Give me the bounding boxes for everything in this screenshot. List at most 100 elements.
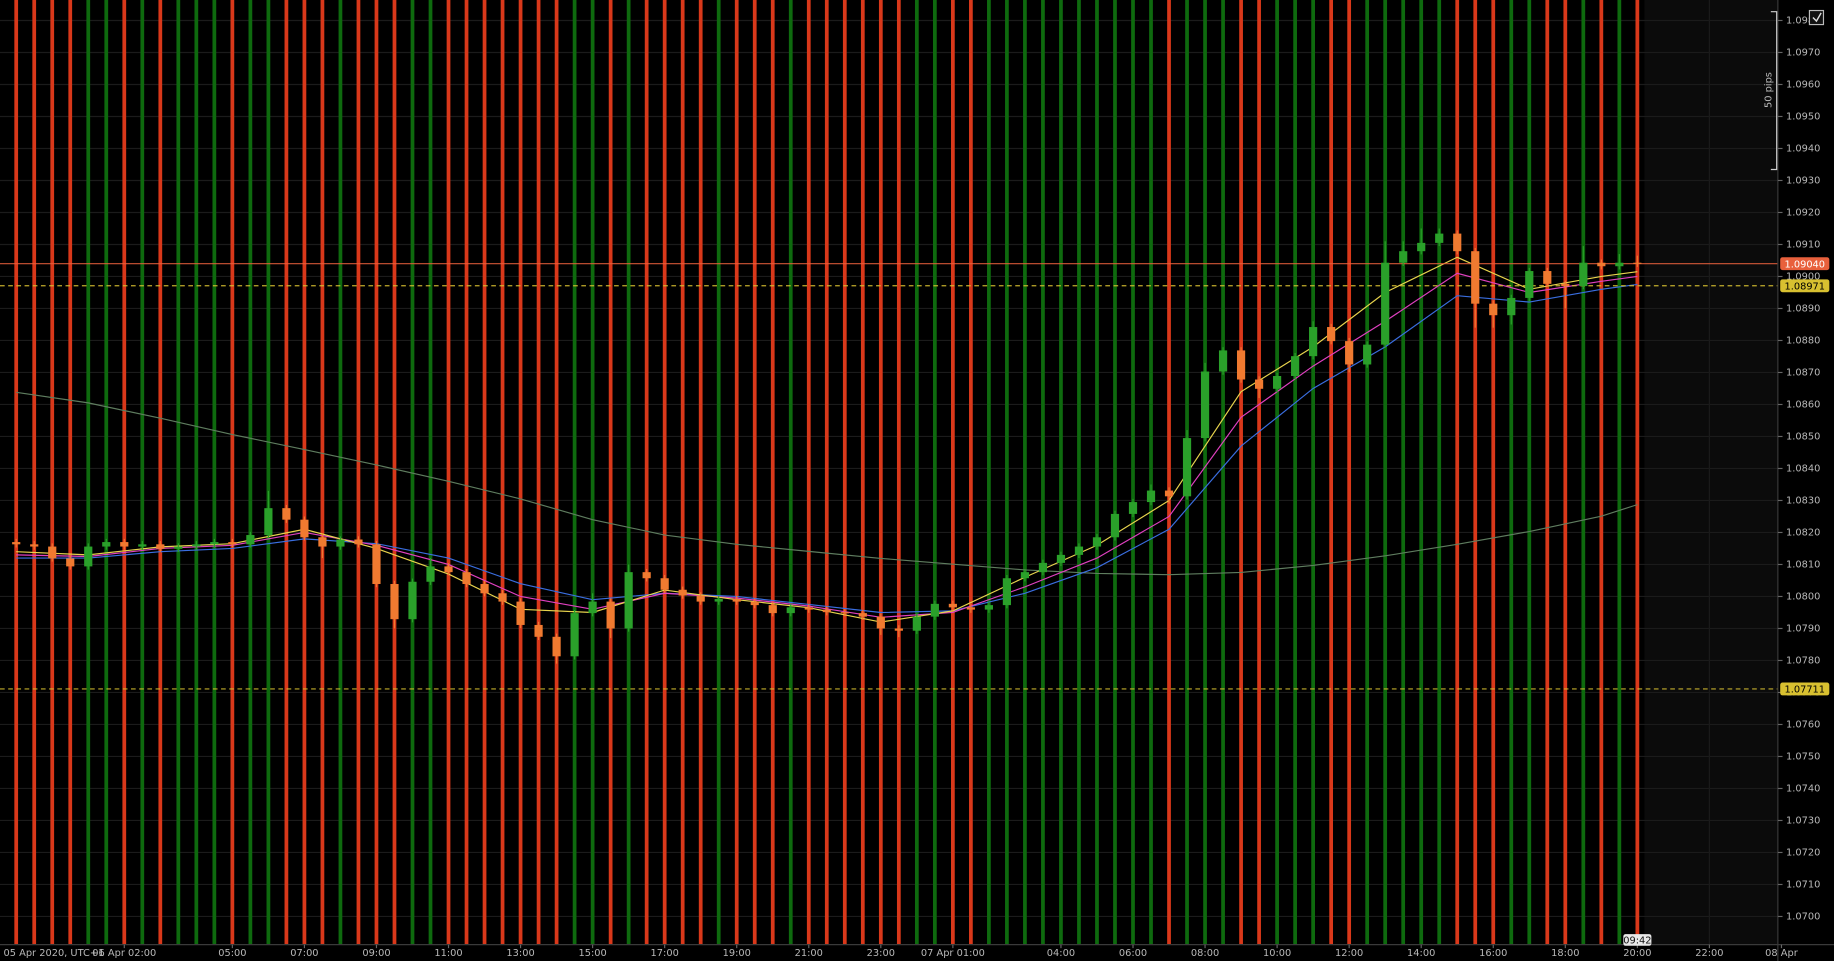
y-tick-label: 1.0960 xyxy=(1786,79,1820,90)
pips-scale-label: 50 pips xyxy=(1763,72,1774,108)
candle-body xyxy=(732,599,741,602)
candle-body xyxy=(1146,490,1156,503)
candle-body xyxy=(1471,251,1480,304)
candle-body xyxy=(102,542,111,547)
price-label: 1.09040 xyxy=(1784,259,1825,270)
candle-body xyxy=(1200,371,1210,439)
candle-body xyxy=(1074,546,1084,555)
x-tick-label: 06 Apr 02:00 xyxy=(92,948,156,959)
price-label-box xyxy=(1780,257,1830,271)
candle-body xyxy=(1236,350,1246,380)
candle-body xyxy=(174,546,183,549)
candle-body xyxy=(1453,233,1462,252)
countdown-box xyxy=(1623,934,1652,946)
x-tick-label: 10:00 xyxy=(1263,948,1291,959)
candle-body xyxy=(1002,578,1012,606)
y-tick-label: 1.0890 xyxy=(1786,303,1820,314)
candle-body xyxy=(1273,375,1282,389)
settings-icon[interactable] xyxy=(1812,12,1822,23)
candle-body xyxy=(696,595,705,602)
candle-body xyxy=(1291,356,1300,376)
candle-body xyxy=(516,601,525,625)
x-tick-label: 21:00 xyxy=(795,948,823,959)
future-area xyxy=(1644,0,1778,945)
price-label: 1.08971 xyxy=(1784,281,1825,292)
y-tick-label: 1.0710 xyxy=(1786,879,1820,890)
x-tick-label: 17:00 xyxy=(651,948,679,959)
x-tick-label: 07:00 xyxy=(290,948,318,959)
candle-body xyxy=(480,583,489,594)
y-tick-label: 1.0860 xyxy=(1786,399,1820,410)
x-tick-label: 12:00 xyxy=(1335,948,1363,959)
candle-body xyxy=(1309,327,1318,357)
candle-body xyxy=(1579,262,1588,287)
x-tick-label: 05:00 xyxy=(218,948,246,959)
y-tick-label: 1.0910 xyxy=(1786,239,1820,250)
candle-body xyxy=(1164,490,1174,497)
y-tick-label: 1.0810 xyxy=(1786,559,1820,570)
x-tick-label: 09:00 xyxy=(362,948,390,959)
candle-body xyxy=(1218,350,1228,372)
candle-body xyxy=(48,546,57,559)
y-tick-label: 1.0950 xyxy=(1786,111,1820,122)
candle-body xyxy=(534,624,543,637)
candle-body xyxy=(1615,262,1624,267)
x-tick-label: 06:00 xyxy=(1119,948,1147,959)
y-tick-label: 1.0760 xyxy=(1786,719,1820,730)
candle-body xyxy=(1254,379,1264,389)
y-tick-label: 1.0720 xyxy=(1786,847,1820,858)
candle-body xyxy=(192,544,201,547)
candle-body xyxy=(246,535,255,545)
candle-body xyxy=(588,601,597,614)
candle-body xyxy=(1417,242,1426,252)
x-tick-label: 15:00 xyxy=(578,948,606,959)
candle-body xyxy=(930,603,939,617)
candle-body xyxy=(318,537,327,547)
candle-body xyxy=(786,607,795,614)
candle-body xyxy=(336,539,345,547)
y-tick-label: 1.0740 xyxy=(1786,783,1820,794)
y-tick-label: 1.0840 xyxy=(1786,463,1820,474)
candle-body xyxy=(1597,262,1606,267)
moving-average-line xyxy=(16,391,1638,576)
background-layer xyxy=(1644,0,1778,945)
candle-body xyxy=(1507,297,1516,316)
y-tick-label: 1.0980 xyxy=(1786,15,1820,26)
candle-body xyxy=(1092,537,1102,547)
price-label: 1.07711 xyxy=(1784,685,1825,696)
candle-body xyxy=(840,612,849,614)
candle-body xyxy=(1038,562,1048,573)
x-tick-label: 11:00 xyxy=(434,948,462,959)
candle-body xyxy=(660,578,669,590)
candle-body xyxy=(966,607,975,610)
y-tick-label: 1.0700 xyxy=(1786,911,1820,922)
candle-body xyxy=(1435,233,1444,243)
candle-body xyxy=(1525,271,1534,298)
candle-body xyxy=(624,572,633,629)
x-tick-label: 08:00 xyxy=(1191,948,1219,959)
x-tick-label: 13:00 xyxy=(506,948,534,959)
candle-body xyxy=(228,542,237,545)
candle-body xyxy=(390,583,399,620)
candle-body xyxy=(642,572,651,579)
y-tick-label: 1.0940 xyxy=(1786,143,1820,154)
settings-box[interactable] xyxy=(1808,9,1825,26)
y-tick-label: 1.0780 xyxy=(1786,655,1820,666)
candle-body xyxy=(678,589,687,596)
candle-layer xyxy=(12,228,1642,664)
x-tick-label: 18:00 xyxy=(1551,948,1579,959)
y-tick-label: 1.0830 xyxy=(1786,495,1820,506)
x-tick-label: 07 Apr 01:00 xyxy=(921,948,985,959)
candle-body xyxy=(606,601,615,629)
price-label-box xyxy=(1780,279,1830,293)
time-axis-bg xyxy=(0,944,1834,961)
y-tick-label: 1.0790 xyxy=(1786,623,1820,634)
candle-body xyxy=(426,566,435,582)
settings-button[interactable] xyxy=(1808,9,1825,26)
x-tick-label: 08 Apr xyxy=(1765,948,1799,959)
y-tick-label: 1.0730 xyxy=(1786,815,1820,826)
y-tick-label: 1.0920 xyxy=(1786,207,1820,218)
y-tick-label: 1.0820 xyxy=(1786,527,1820,538)
